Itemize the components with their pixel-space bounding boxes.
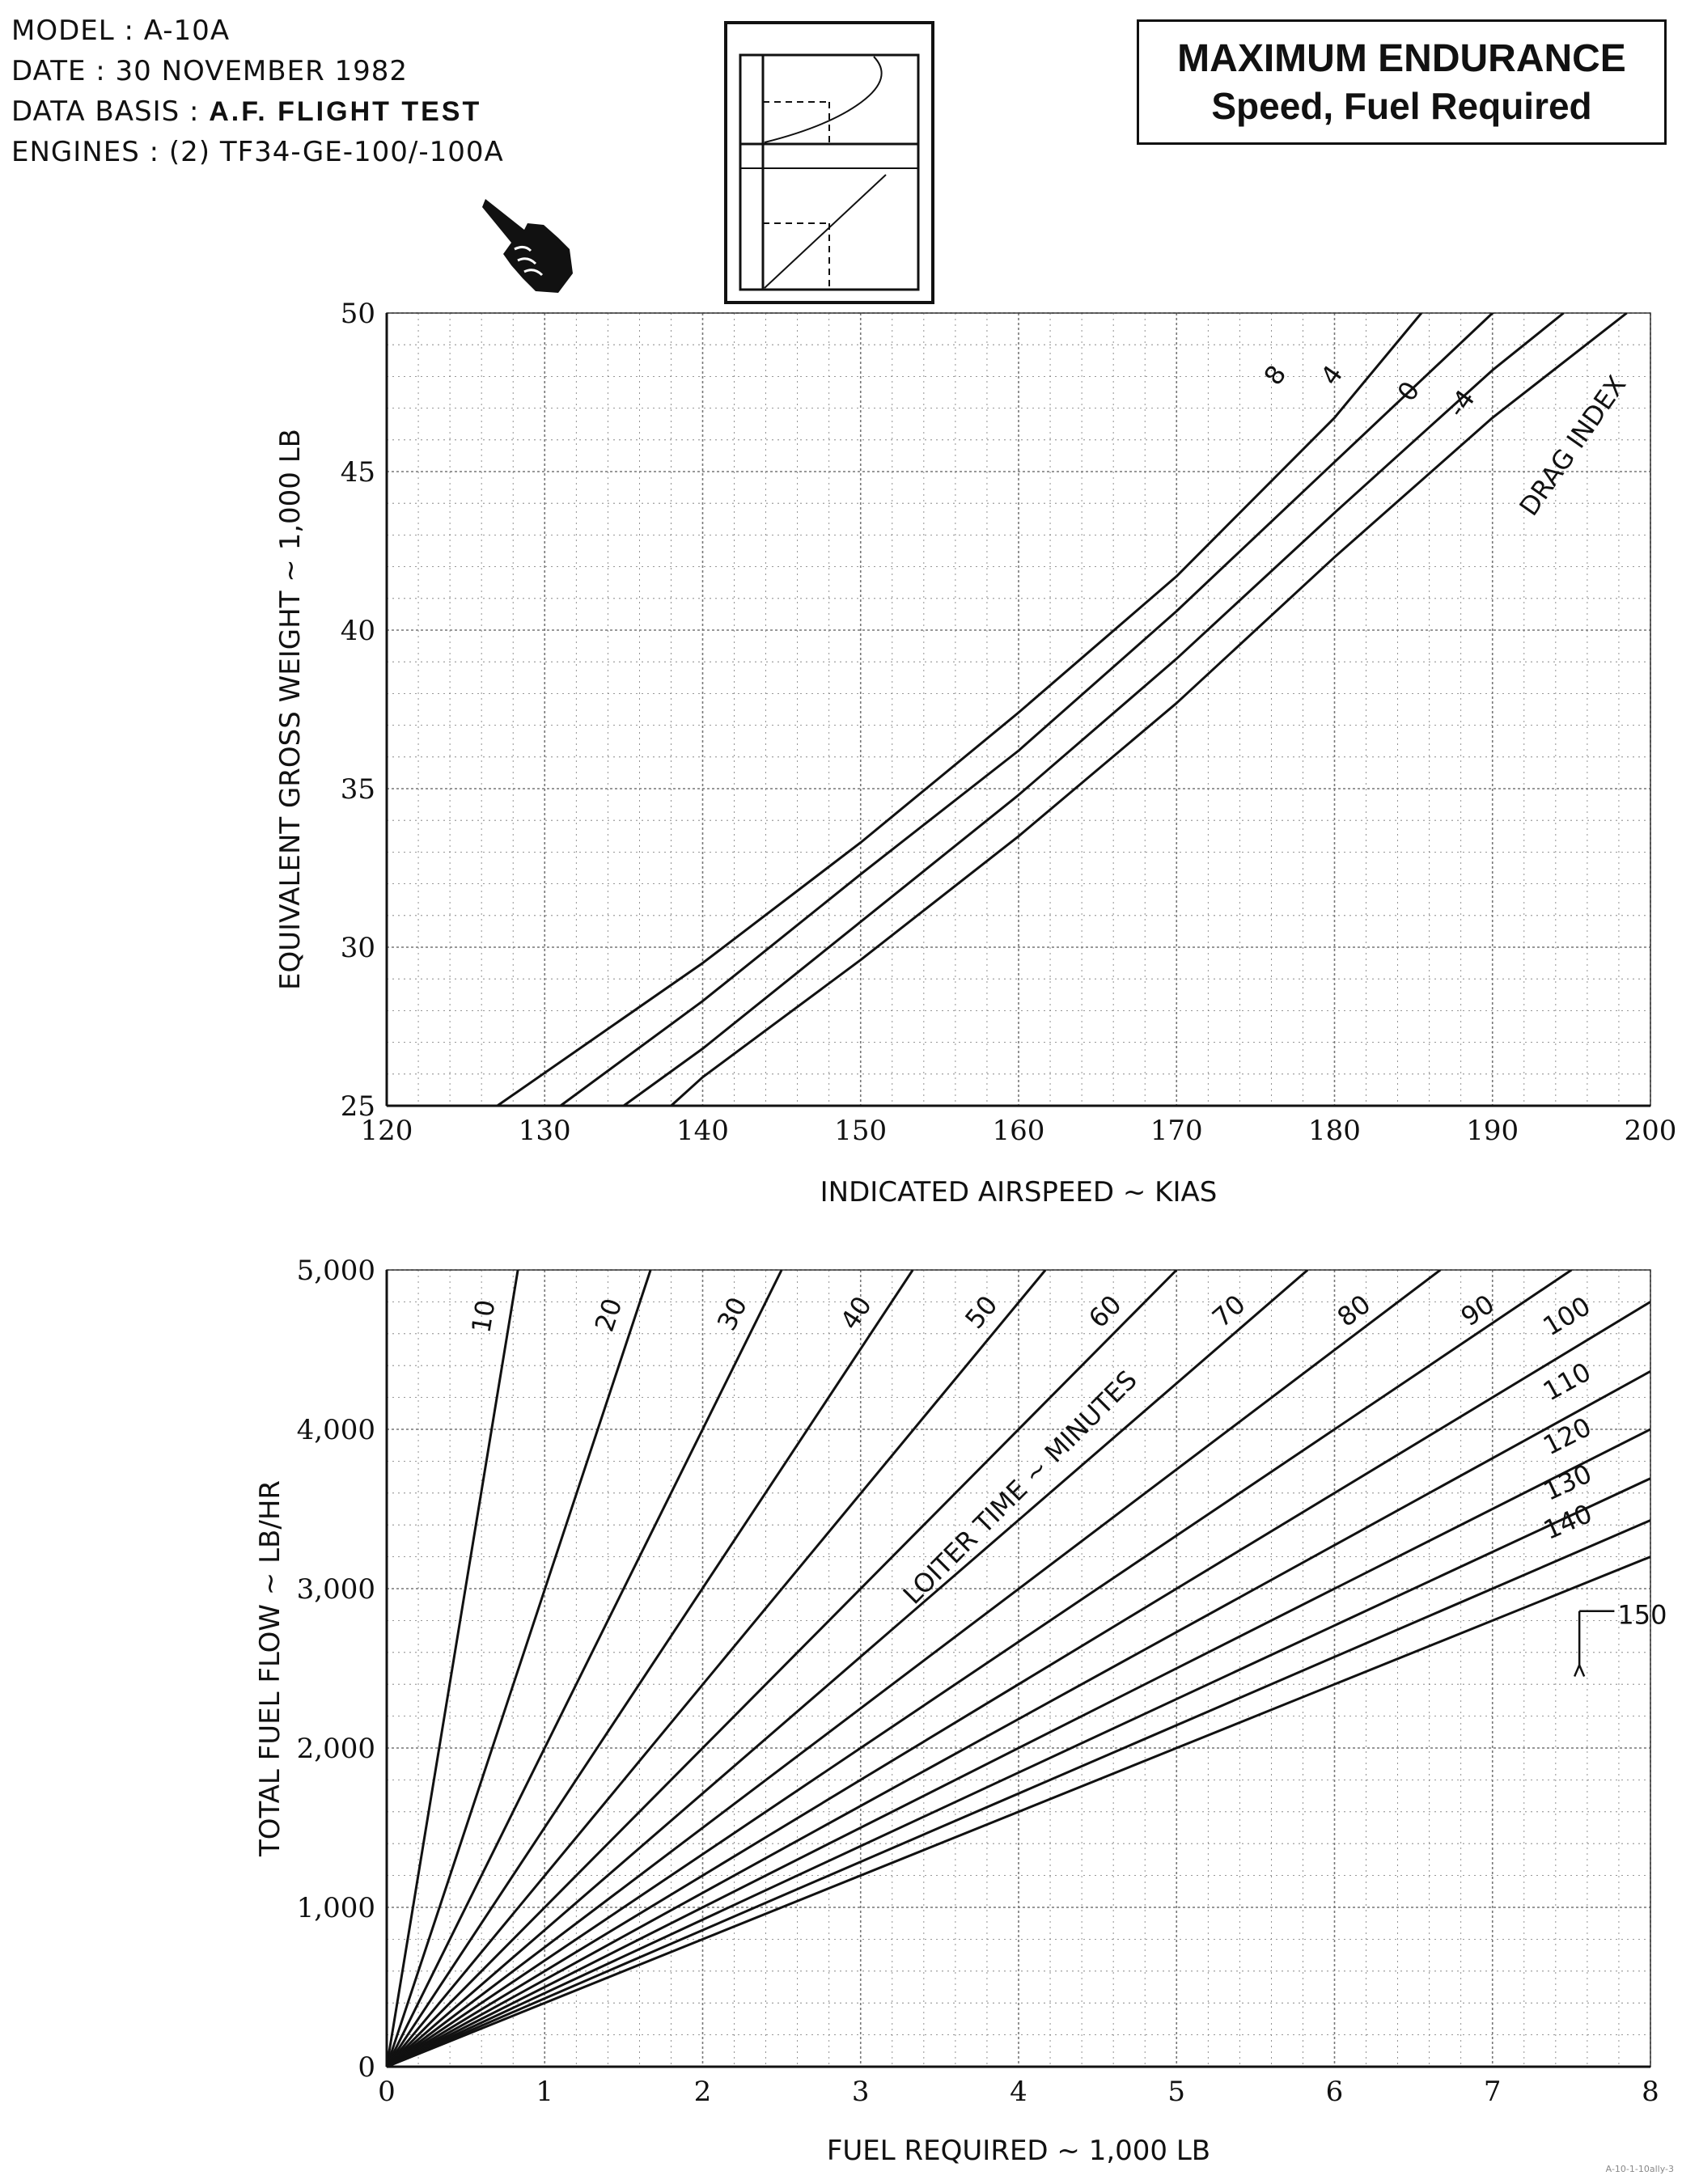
label-leader-arrow — [1573, 1662, 1586, 1677]
grid — [386, 1269, 1651, 2068]
series-line-140 — [387, 1519, 1650, 2067]
x-tick-label: 7 — [1484, 2076, 1502, 2108]
series-label-80: 80 — [1332, 1289, 1376, 1333]
series-label-120: 120 — [1538, 1412, 1596, 1461]
series-line-110 — [387, 1369, 1650, 2067]
series-group — [496, 313, 1628, 1106]
figure-code: A-10-1-10ally-3 — [1605, 2164, 1674, 2174]
y-tick-label: 3,000 — [297, 1573, 375, 1606]
series-line-120 — [387, 1428, 1650, 2067]
series-line-10 — [387, 1270, 519, 2067]
series-line--4 — [670, 313, 1628, 1106]
series-label-150: 150 — [1617, 1599, 1667, 1630]
series-label--4: -4 — [1441, 384, 1481, 423]
series-label-130: 130 — [1539, 1458, 1596, 1507]
x-axis-label: FUEL REQUIRED ~ 1,000 LB — [827, 2135, 1210, 2167]
series-line-80 — [387, 1270, 1442, 2067]
series-line-30 — [387, 1270, 783, 2067]
data-basis-label: DATA BASIS : — [11, 95, 200, 128]
series-label-40: 40 — [834, 1291, 878, 1335]
x-tick-label: 6 — [1326, 2076, 1344, 2108]
y-tick-label: 2,000 — [297, 1733, 375, 1765]
series-line-8 — [496, 313, 1423, 1106]
series-line-90 — [387, 1270, 1573, 2067]
y-tick-label: 4,000 — [297, 1414, 375, 1446]
series-label-70: 70 — [1206, 1289, 1252, 1333]
x-tick-label: 160 — [993, 1115, 1045, 1147]
y-tick-label: 40 — [341, 615, 375, 647]
series-label-140: 140 — [1539, 1498, 1596, 1546]
chart-annotation: DRAG INDEX — [1513, 370, 1632, 521]
series-line-4 — [559, 313, 1495, 1106]
x-axis-label: INDICATED AIRSPEED ~ KIAS — [820, 1176, 1218, 1208]
y-tick-label: 50 — [341, 298, 375, 330]
y-tick-label: 25 — [341, 1090, 375, 1123]
x-tick-label: 1 — [536, 2076, 553, 2108]
pointing-hand-icon — [482, 199, 573, 293]
x-tick-label: 200 — [1625, 1115, 1677, 1147]
data-basis-line: DATA BASIS : A.F. FLIGHT TEST — [11, 95, 481, 128]
x-tick-label: 140 — [676, 1115, 729, 1147]
chart-usage-thumbnail-icon — [724, 21, 934, 304]
y-axis-label: TOTAL FUEL FLOW ~ LB/HR — [254, 1480, 286, 1857]
chart-annotation: LOITER TIME ~ MINUTES — [897, 1365, 1143, 1610]
y-tick-label: 45 — [341, 456, 375, 489]
chart-fuel-required: 0 1 2 3 4 5 6 7 801,0002,0003,0004,0005,000FUEL … — [254, 1255, 1667, 2167]
x-tick-label: 2 — [694, 2076, 712, 2108]
x-tick-label: 5 — [1167, 2076, 1185, 2108]
series-line-130 — [387, 1477, 1650, 2067]
series-line-20 — [387, 1270, 652, 2067]
y-tick-label: 1,000 — [297, 1892, 375, 1924]
series-line-70 — [387, 1270, 1309, 2067]
date-text: DATE : 30 NOVEMBER 1982 — [11, 55, 409, 87]
title-line1: MAXIMUM ENDURANCE — [1177, 37, 1626, 80]
y-axis-label: EQUIVALENT GROSS WEIGHT ~ 1,000 LB — [274, 429, 307, 990]
series-line-50 — [387, 1270, 1047, 2067]
series-label-90: 90 — [1455, 1289, 1500, 1332]
series-line-100 — [387, 1301, 1650, 2067]
x-tick-label: 180 — [1308, 1115, 1361, 1147]
series-label-30: 30 — [711, 1293, 753, 1335]
data-basis-value: A.F. FLIGHT TEST — [209, 96, 482, 127]
series-line-40 — [387, 1270, 914, 2067]
grid — [386, 312, 1651, 1107]
x-tick-label: 8 — [1642, 2076, 1659, 2108]
title-box: MAXIMUM ENDURANCE Speed, Fuel Required — [1137, 19, 1667, 145]
series-label-8: 8 — [1258, 359, 1293, 390]
series-label-20: 20 — [589, 1294, 629, 1335]
x-tick-label: 4 — [1010, 2076, 1027, 2108]
x-tick-label: 3 — [852, 2076, 870, 2108]
engines-text: ENGINES : (2) TF34-GE-100/-100A — [11, 136, 504, 168]
x-tick-label: 150 — [834, 1115, 887, 1147]
x-tick-label: 0 — [378, 2076, 396, 2108]
series-line-60 — [387, 1270, 1178, 2067]
y-tick-label: 0 — [358, 2051, 375, 2084]
series-label-100: 100 — [1537, 1290, 1595, 1342]
series-label-10: 10 — [465, 1297, 501, 1335]
x-tick-label: 120 — [361, 1115, 413, 1147]
y-tick-label: 5,000 — [297, 1255, 375, 1287]
y-tick-label: 35 — [341, 773, 375, 806]
x-tick-label: 190 — [1466, 1115, 1519, 1147]
chart-speed-vs-weight: 120 130 140 150 160 170 180 190 200 25 30 35 40 45 50 I… — [274, 298, 1677, 1208]
series-label-4: 4 — [1315, 359, 1349, 390]
model-text: MODEL : A-10A — [11, 15, 231, 47]
x-tick-label: 130 — [519, 1115, 571, 1147]
series-line-0 — [623, 313, 1565, 1106]
title-line2: Speed, Fuel Required — [1211, 85, 1592, 127]
series-group — [387, 1270, 1650, 2067]
y-tick-label: 30 — [341, 932, 375, 964]
label-leader-150 — [1578, 1610, 1615, 1666]
x-tick-label: 170 — [1150, 1115, 1203, 1147]
series-line-150 — [387, 1555, 1650, 2067]
